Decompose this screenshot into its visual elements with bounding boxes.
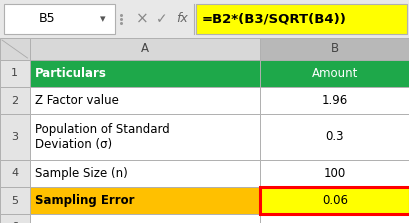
Text: 5: 5 [11,196,18,206]
Bar [259,38,409,60]
Text: fx: fx [176,12,187,25]
Text: ×: × [135,12,148,27]
Bar [29,60,259,87]
Bar [196,4,406,34]
Bar [0,87,29,114]
Text: 1.96: 1.96 [321,94,347,107]
Bar [29,114,259,160]
Text: ✓: ✓ [156,12,167,26]
Text: ▾: ▾ [100,14,106,24]
Text: B5: B5 [38,12,55,25]
Text: Amount: Amount [311,67,357,80]
Text: B: B [330,43,338,56]
Bar [29,187,259,214]
Text: Population of Standard
Deviation (σ): Population of Standard Deviation (σ) [34,123,169,151]
Text: 100: 100 [323,167,345,180]
Text: A: A [140,43,148,56]
Bar [259,60,409,87]
Bar [29,87,259,114]
Bar [0,214,29,223]
Bar [29,214,259,223]
Text: Particulars: Particulars [34,67,106,80]
Text: 2: 2 [11,95,18,105]
Text: 1: 1 [11,68,18,78]
Bar [0,60,29,87]
Bar [29,38,259,60]
Text: Z Factor value: Z Factor value [34,94,118,107]
Bar [259,187,409,214]
Bar [0,187,29,214]
Bar [0,114,29,160]
Bar [259,160,409,187]
Bar [259,114,409,160]
Bar [4,4,115,34]
Bar [29,160,259,187]
Text: 0.3: 0.3 [325,130,343,143]
Text: Sample Size (n): Sample Size (n) [34,167,127,180]
Bar [0,38,29,60]
Text: 4: 4 [11,169,18,178]
Bar [259,214,409,223]
Text: 3: 3 [11,132,18,142]
Text: =B2*(B3/SQRT(B4)): =B2*(B3/SQRT(B4)) [202,12,346,25]
Bar [0,160,29,187]
Bar [259,187,409,214]
Text: 0.06: 0.06 [321,194,347,207]
Bar [259,87,409,114]
Text: Sampling Error: Sampling Error [34,194,134,207]
